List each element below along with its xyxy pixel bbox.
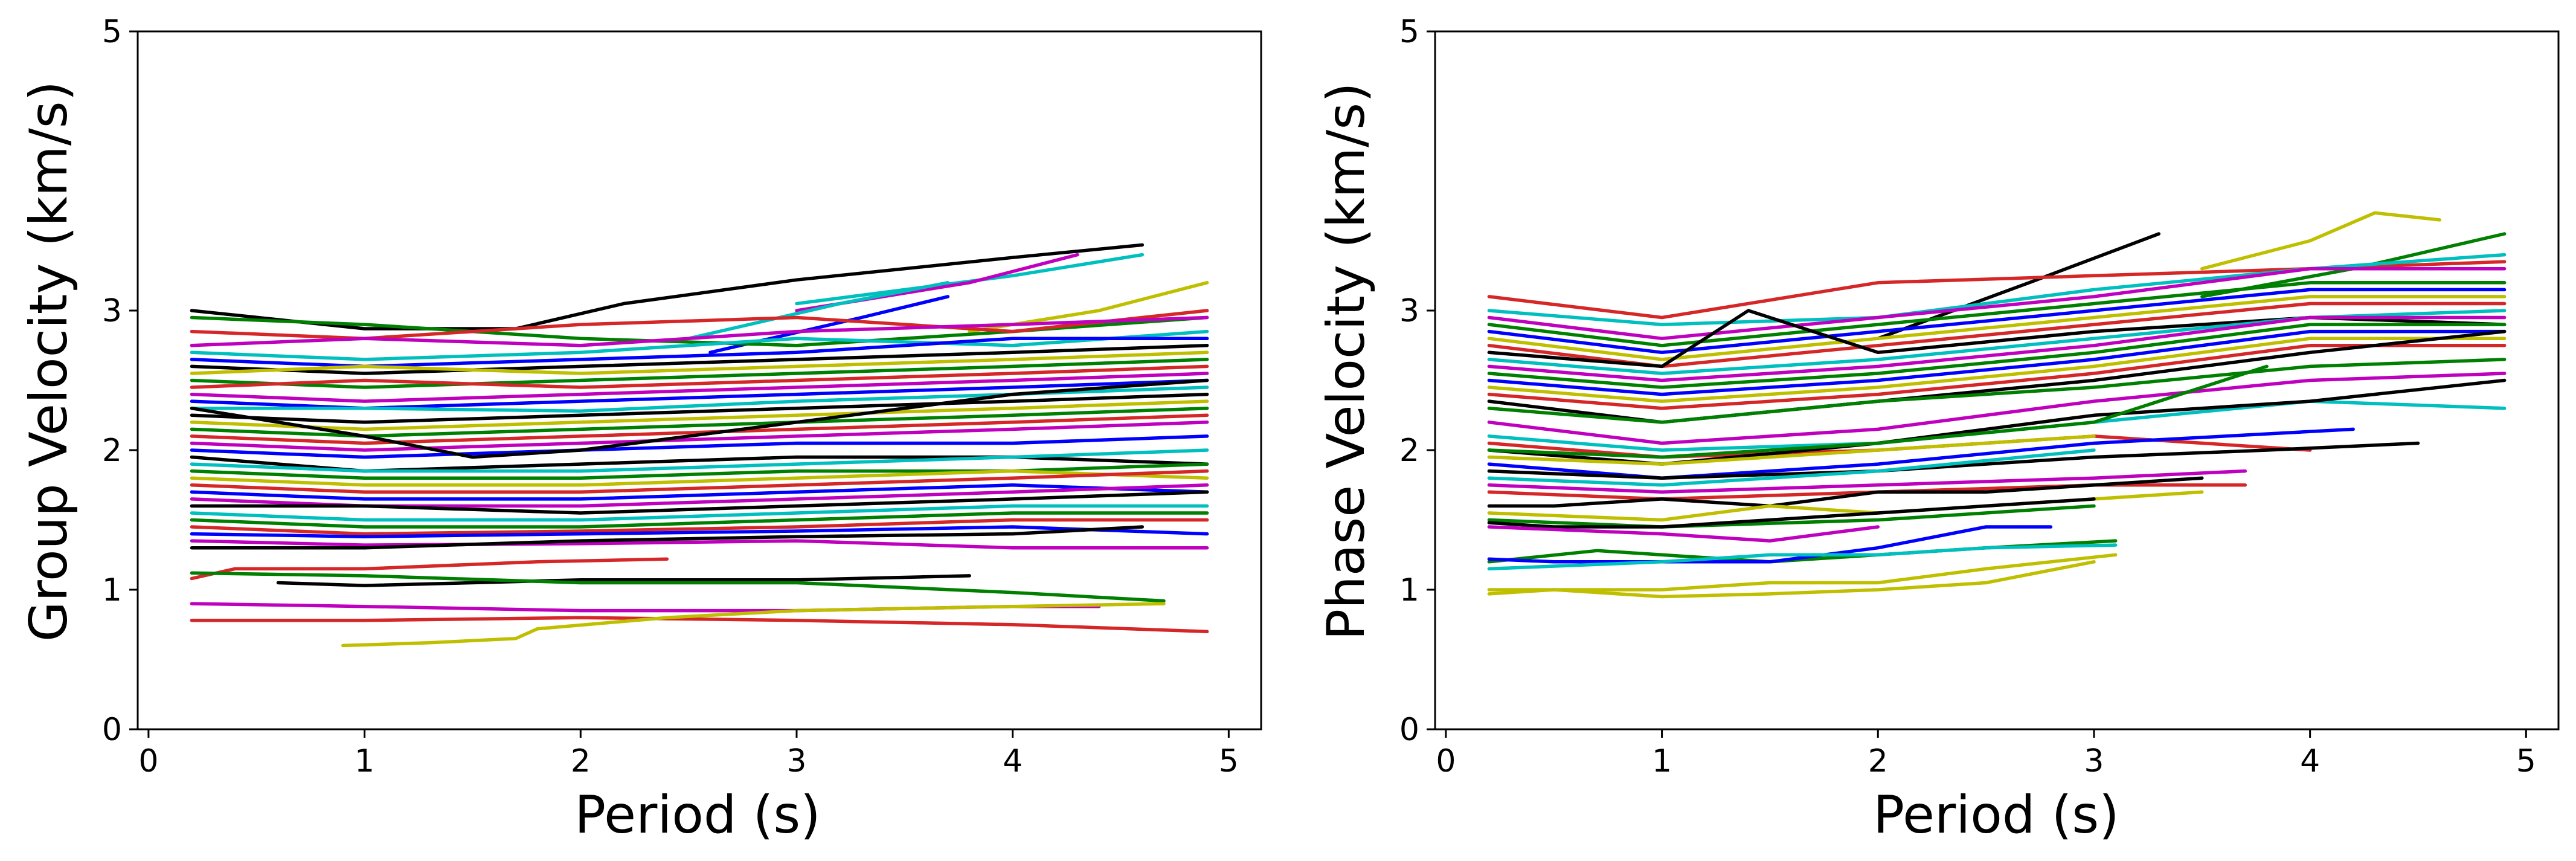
- series-line: [190, 483, 1209, 501]
- series-line: [1487, 281, 2507, 347]
- panel-0-ylabel: Group Velocity (km/s): [19, 81, 79, 642]
- series-line: [190, 469, 1209, 487]
- series-line: [1487, 288, 2507, 355]
- series-line: [190, 525, 1209, 538]
- panel-1-series: [1487, 211, 2507, 599]
- series-line: [1487, 553, 2118, 592]
- y-tick-label: 2: [102, 433, 122, 469]
- series-line: [190, 448, 1209, 473]
- x-tick-label: 2: [571, 743, 591, 779]
- y-tick-label: 1: [102, 572, 122, 608]
- series-line: [190, 616, 1209, 634]
- series-line: [1487, 337, 2507, 403]
- series-line: [341, 602, 1166, 648]
- x-tick-label: 3: [786, 743, 806, 779]
- panel-1-frame: [1434, 30, 2560, 730]
- x-tick-label: 0: [1436, 743, 1456, 779]
- series-line: [190, 399, 1209, 431]
- panel-0-series: [190, 243, 1209, 648]
- series-line: [190, 421, 1209, 452]
- series-line: [190, 511, 1209, 529]
- panel-0-xlabel: Period (s): [574, 785, 820, 845]
- y-tick-label: 0: [102, 712, 122, 748]
- series-line: [190, 358, 1209, 389]
- x-tick-label: 5: [1219, 743, 1239, 779]
- series-line: [190, 392, 1209, 424]
- series-line: [1487, 358, 2507, 424]
- y-tick-label: 5: [1399, 14, 1419, 50]
- x-tick-label: 4: [1003, 743, 1023, 779]
- panel-0-frame: [137, 30, 1262, 730]
- series-line: [1487, 504, 2096, 529]
- series-line: [1487, 476, 2204, 508]
- series-line: [1487, 372, 2507, 445]
- panel-1-xlabel: Period (s): [1873, 785, 2119, 845]
- series-line: [190, 469, 1209, 494]
- y-tick-label: 1: [1399, 572, 1419, 608]
- series-line: [1487, 441, 2420, 480]
- series-line: [1487, 364, 2269, 459]
- series-line: [1487, 543, 2118, 571]
- series-line: [2200, 211, 2442, 271]
- x-tick-label: 5: [2516, 743, 2536, 779]
- series-line: [190, 372, 1209, 403]
- y-tick-label: 3: [1399, 293, 1419, 329]
- series-line: [190, 315, 1209, 347]
- series-line: [190, 406, 1209, 438]
- series-line: [190, 378, 1209, 459]
- series-line: [1487, 448, 2096, 487]
- series-line: [190, 462, 1209, 480]
- series-line: [190, 539, 1209, 550]
- series-line: [1487, 344, 2507, 410]
- phase-velocity-panel: Phase Velocity (km/s) Period (s) 0 1 2 3 4 5 0…: [1316, 14, 2560, 845]
- y-tick-label: 3: [102, 293, 122, 329]
- series-line: [190, 243, 1145, 331]
- series-line: [1487, 253, 2507, 326]
- series-line: [190, 344, 1209, 375]
- series-line: [190, 525, 1145, 550]
- x-tick-label: 1: [355, 743, 374, 779]
- series-line: [1487, 266, 2507, 340]
- panel-1-ylabel: Phase Velocity (km/s): [1316, 82, 1376, 640]
- series-line: [1487, 295, 2507, 361]
- series-line: [190, 329, 1209, 361]
- x-tick-label: 4: [2300, 743, 2320, 779]
- series-line: [190, 434, 1209, 459]
- series-line: [190, 337, 1209, 369]
- y-tick-label: 2: [1399, 433, 1419, 469]
- series-line: [1487, 525, 1880, 543]
- series-line: [276, 574, 971, 587]
- series-line: [190, 309, 1209, 340]
- series-line: [190, 350, 1209, 375]
- x-tick-label: 0: [138, 743, 158, 779]
- series-line: [1487, 434, 2096, 466]
- series-line: [190, 413, 1209, 445]
- series-line: [1487, 469, 2247, 494]
- series-line: [1487, 560, 2096, 599]
- series-line: [190, 490, 1209, 515]
- series-line: [1487, 525, 2053, 564]
- series-line: [1487, 315, 2507, 382]
- x-tick-label: 2: [1868, 743, 1888, 779]
- series-line: [795, 253, 1145, 306]
- series-line: [1487, 490, 2204, 522]
- series-line: [1487, 497, 2096, 529]
- group-velocity-panel: Group Velocity (km/s) Period (s) 0 1 2 3 4 5 0…: [19, 14, 1262, 845]
- y-tick-label: 5: [102, 14, 122, 50]
- series-line: [1487, 323, 2507, 389]
- series-line: [190, 518, 1209, 536]
- series-line: [190, 571, 1166, 603]
- series-line: [1487, 427, 2355, 480]
- series-line: [190, 504, 1209, 522]
- x-tick-label: 1: [1652, 743, 1672, 779]
- series-line: [1487, 329, 2507, 396]
- y-tick-label: 0: [1399, 712, 1419, 748]
- x-tick-label: 3: [2084, 743, 2104, 779]
- series-line: [687, 281, 950, 340]
- series-line: [190, 364, 1209, 389]
